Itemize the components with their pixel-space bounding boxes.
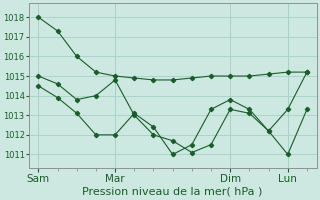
X-axis label: Pression niveau de la mer( hPa ): Pression niveau de la mer( hPa ) [83,187,263,197]
